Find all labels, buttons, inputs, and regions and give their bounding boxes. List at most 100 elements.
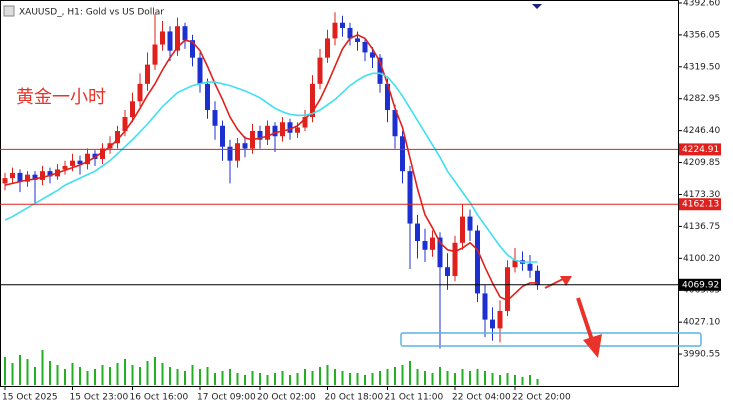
candle-body: [272, 125, 278, 137]
candle-body: [220, 125, 225, 147]
x-tick-label: 16 Oct 16:00: [130, 393, 189, 403]
candle-body: [100, 148, 105, 159]
candle-body: [145, 64, 150, 84]
support-zone: [400, 332, 702, 347]
candle-body: [212, 110, 218, 126]
price-tag-label: 4224.91: [682, 145, 719, 155]
x-tick-label: 15 Oct 2025: [2, 393, 58, 403]
y-tick-label: 4027.10: [683, 318, 720, 328]
candle-body: [370, 52, 375, 58]
x-tick-label: 21 Oct 11:00: [385, 393, 444, 403]
arrow-down-line: [576, 297, 594, 341]
price-tag-label: 4069.92: [682, 280, 719, 290]
candle-body: [137, 83, 143, 102]
chart-title: XAUUSD_, H1: Gold vs US Dollar: [19, 8, 164, 18]
price-tag: [679, 143, 721, 156]
y-tick-label: 4136.75: [683, 222, 720, 232]
y-tick-label: 4282.95: [683, 94, 720, 104]
y-tick-label: 4246.40: [683, 126, 720, 136]
arrow-down-head: [583, 334, 602, 358]
candle-body: [437, 237, 443, 268]
candle-body: [10, 172, 15, 179]
candle-body: [280, 122, 285, 137]
candle-body: [355, 38, 360, 42]
annotation: 黄金一小时: [16, 87, 106, 108]
candle-body: [175, 26, 180, 51]
candle-body: [47, 171, 53, 177]
candle-body: [475, 230, 480, 294]
candle-body: [527, 263, 533, 271]
candle-body: [460, 216, 465, 243]
y-tick-label: 4392.60: [683, 0, 720, 8]
plot-frame: [0, 0, 679, 387]
x-tick-label: 17 Oct 09:00: [197, 393, 256, 403]
x-tick-label: 22 Oct 04:00: [452, 393, 511, 403]
symbol-icon: [3, 5, 15, 17]
candle-body: [302, 117, 308, 128]
candle-body: [182, 26, 188, 41]
y-tick-label: 4173.30: [683, 190, 720, 200]
candle-body: [130, 101, 135, 118]
price-tag: [679, 278, 721, 291]
x-tick-label: 15 Oct 23:00: [70, 393, 129, 403]
candle-body: [317, 57, 323, 84]
candle-body: [392, 110, 398, 137]
x-tick-label: 20 Oct 02:00: [257, 393, 316, 403]
candle-body: [490, 319, 495, 329]
candle-body: [227, 146, 233, 161]
candle-body: [325, 38, 330, 58]
candle-body: [407, 171, 413, 224]
moving-average: [4, 72, 538, 263]
candle-body: [340, 22, 345, 28]
y-tick-label: 4209.85: [683, 158, 720, 168]
candle-body: [25, 174, 30, 182]
candle-body: [77, 160, 83, 165]
candle-body: [190, 40, 195, 58]
candle-body: [115, 130, 120, 144]
y-tick-label: 4100.20: [683, 254, 720, 264]
candle-body: [62, 165, 68, 170]
candle-body: [362, 41, 368, 53]
candle-body: [422, 241, 428, 250]
candle-body: [415, 223, 420, 242]
y-tick-label: 4319.50: [683, 62, 720, 72]
candle-body: [400, 136, 405, 172]
shift-marker: [532, 4, 542, 9]
candle-body: [347, 27, 353, 39]
candle-body: [445, 267, 450, 276]
candle-body: [482, 293, 488, 320]
candle-body: [265, 125, 270, 140]
candle-body: [377, 57, 383, 84]
candle-body: [430, 237, 435, 250]
moving-average: [4, 34, 538, 302]
candle-body: [467, 216, 473, 231]
candle-body: [295, 127, 300, 133]
candle-body: [332, 22, 338, 39]
y-tick-label: 3990.55: [683, 350, 720, 360]
candle-body: [17, 172, 23, 182]
candle-body: [242, 143, 248, 149]
candle-body: [505, 267, 510, 311]
candle-body: [152, 44, 158, 65]
x-tick-label: 22 Oct 20:00: [512, 393, 571, 403]
candle-body: [310, 83, 315, 118]
candle-body: [385, 83, 390, 111]
candle-body: [167, 31, 173, 51]
candle-body: [512, 260, 518, 268]
price-tag: [679, 198, 721, 211]
candle-body: [160, 31, 165, 45]
candle-body: [70, 160, 75, 166]
candle-body: [535, 270, 540, 285]
y-tick-label: 4356.05: [683, 30, 720, 40]
candle-body: [2, 178, 8, 184]
candle-body: [452, 242, 458, 276]
arrow-up-head: [560, 276, 572, 286]
candle-body: [122, 117, 128, 131]
candle-body: [497, 310, 503, 329]
candle-body: [235, 143, 240, 161]
price-tag-label: 4162.13: [682, 200, 719, 210]
candle-body: [287, 122, 293, 133]
candle-body: [85, 153, 90, 165]
candle-body: [197, 57, 203, 84]
